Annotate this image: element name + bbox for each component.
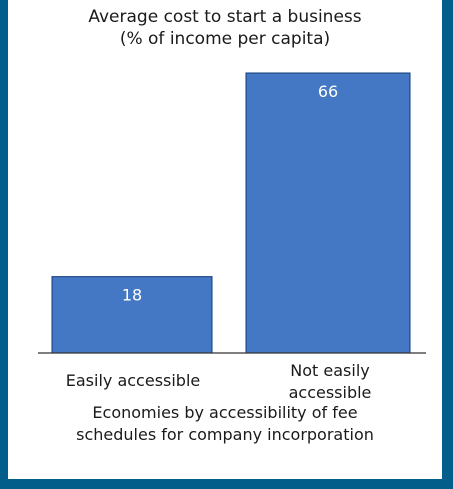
chart-title-line-2: (% of income per capita) bbox=[119, 29, 331, 49]
x-axis-label-line-1: Economies by accessibility of fee bbox=[92, 403, 358, 422]
category-label-line: Easily accessible bbox=[65, 371, 201, 390]
chart-title: Average cost to start a business (% of i… bbox=[8, 6, 442, 50]
category-label-line: Not easily bbox=[290, 361, 370, 380]
bar-easily-accessible bbox=[51, 276, 213, 354]
bar-not-easily-accessible bbox=[245, 72, 411, 354]
chart-title-line-1: Average cost to start a business bbox=[88, 7, 362, 27]
data-label-easily-accessible: 18 bbox=[122, 286, 142, 305]
x-axis-label: Economies by accessibility of fee schedu… bbox=[8, 402, 442, 446]
x-axis-label-line-2: schedules for company incorporation bbox=[76, 425, 374, 444]
category-label-line: accessible bbox=[288, 383, 372, 402]
category-label-easily-accessible: Easily accessible bbox=[43, 370, 223, 392]
data-label-not-easily-accessible: 66 bbox=[318, 82, 338, 101]
category-label-not-easily-accessible: Not easily accessible bbox=[240, 360, 420, 404]
chart-panel: Average cost to start a business (% of i… bbox=[8, 0, 442, 479]
